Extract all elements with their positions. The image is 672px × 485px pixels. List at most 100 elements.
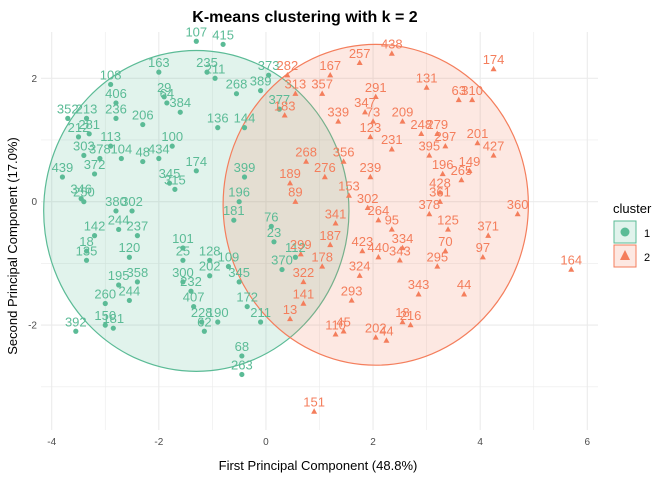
point-label: 300	[172, 265, 194, 280]
data-point-cluster-2	[407, 321, 414, 328]
point-label: 108	[100, 67, 122, 82]
legend-title: cluster	[613, 201, 652, 216]
data-point-cluster-2	[367, 173, 374, 180]
point-label: 341	[325, 206, 347, 221]
point-label: 178	[311, 249, 333, 264]
point-label: 113	[100, 129, 121, 144]
point-label: 44	[379, 324, 393, 339]
point-label: 297	[435, 129, 457, 144]
data-point-cluster-1	[86, 131, 92, 137]
data-point-cluster-1	[172, 186, 178, 192]
data-point-cluster-1	[193, 38, 199, 44]
point-label: 174	[483, 52, 505, 67]
point-label: 264	[368, 203, 390, 218]
point-label: 187	[319, 228, 341, 243]
data-point-cluster-1	[108, 143, 114, 149]
point-label: 439	[52, 160, 74, 175]
y-tick-label: 2	[31, 74, 37, 85]
data-point-cluster-2	[434, 263, 441, 269]
point-label: 276	[314, 160, 336, 175]
point-label: 149	[459, 154, 481, 169]
data-point-cluster-2	[319, 90, 326, 96]
point-label: 322	[293, 265, 315, 280]
point-label: 302	[121, 194, 143, 209]
data-point-cluster-2	[300, 278, 307, 285]
data-point-cluster-2	[340, 328, 347, 334]
data-point-cluster-2	[479, 254, 486, 260]
point-label: 23	[267, 225, 281, 240]
data-point-cluster-1	[225, 263, 232, 270]
point-label: 268	[295, 145, 317, 160]
point-label: 236	[105, 101, 127, 116]
data-point-cluster-1	[271, 239, 277, 245]
point-label: 345	[228, 265, 250, 280]
point-label: 373	[258, 58, 280, 73]
data-point-cluster-2	[375, 254, 382, 260]
data-point-cluster-1	[292, 254, 298, 260]
grid	[41, 32, 598, 430]
data-point-cluster-1	[83, 115, 90, 121]
chart-title: K-means clustering with k = 2	[192, 9, 418, 26]
point-label: 263	[231, 357, 253, 372]
data-point-cluster-2	[388, 226, 395, 232]
point-label: 216	[400, 308, 422, 323]
data-point-cluster-1	[276, 106, 282, 112]
point-label: 196	[228, 185, 250, 200]
data-point-cluster-1	[241, 125, 248, 131]
point-label: 18	[79, 234, 93, 249]
point-label: 70	[438, 234, 452, 249]
data-point-cluster-1	[204, 69, 210, 75]
data-point-cluster-1	[108, 81, 114, 88]
point-label: 250	[73, 185, 95, 200]
point-label: 377	[268, 92, 290, 107]
data-point-cluster-1	[207, 273, 213, 279]
point-label: 73	[366, 104, 380, 119]
point-label: 399	[234, 160, 256, 175]
data-point-cluster-2	[388, 146, 395, 152]
data-points	[59, 38, 575, 414]
point-label: 97	[476, 240, 490, 255]
point-label: 141	[293, 287, 315, 302]
data-point-cluster-1	[129, 208, 135, 214]
data-point-cluster-1	[73, 328, 79, 334]
data-point-cluster-2	[485, 232, 492, 238]
data-point-cluster-2	[396, 257, 403, 263]
point-label: 282	[277, 58, 299, 73]
data-point-cluster-2	[332, 331, 339, 337]
point-label: 120	[119, 240, 141, 255]
data-point-cluster-2	[297, 250, 304, 257]
data-point-cluster-2	[327, 71, 334, 78]
point-label: 64	[160, 86, 174, 101]
data-point-cluster-2	[461, 291, 468, 297]
data-point-cluster-1	[207, 257, 213, 263]
data-point-cluster-1	[116, 226, 122, 233]
point-label: 279	[426, 117, 448, 132]
data-point-cluster-1	[193, 168, 199, 174]
point-label: 406	[105, 86, 127, 101]
data-point-cluster-1	[116, 282, 122, 288]
point-label: 101	[172, 231, 194, 246]
data-point-cluster-2	[437, 189, 444, 195]
point-label: 370	[271, 253, 293, 268]
data-point-cluster-2	[340, 158, 347, 164]
data-point-cluster-2	[319, 263, 326, 269]
point-label: 110	[325, 317, 346, 332]
data-point-cluster-1	[81, 152, 87, 159]
point-label: 164	[560, 253, 582, 268]
data-point-cluster-1	[180, 257, 186, 263]
point-label: 310	[461, 83, 483, 98]
point-label: 244	[108, 212, 130, 227]
legend-entry-1: 1	[613, 220, 650, 244]
point-label: 356	[333, 145, 355, 160]
data-point-cluster-2	[364, 204, 371, 211]
point-label: 211	[205, 61, 226, 76]
point-label: 389	[250, 74, 272, 89]
legend-circle-icon	[620, 227, 630, 237]
data-point-cluster-1	[180, 245, 186, 251]
point-label: 235	[196, 55, 218, 70]
legend-label-1: 1	[644, 228, 650, 240]
point-label: 315	[164, 172, 186, 187]
point-label: 62	[197, 314, 211, 329]
point-label: 345	[159, 166, 181, 181]
point-label: 44	[457, 277, 471, 292]
